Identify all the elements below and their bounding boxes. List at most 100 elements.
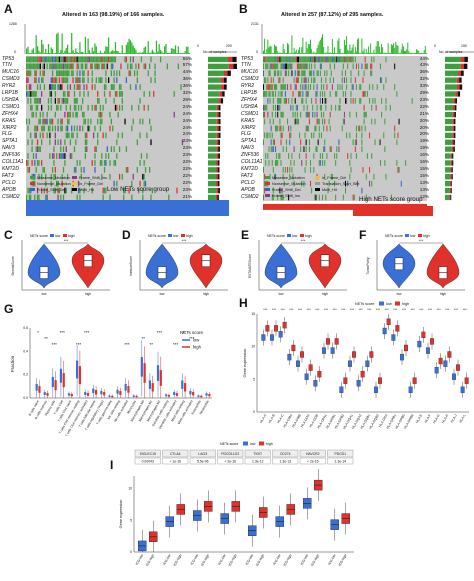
mutation-cell <box>342 118 344 125</box>
mutation-cell <box>118 91 121 97</box>
mutation-cell <box>112 125 114 132</box>
mutation-cell <box>378 139 380 146</box>
right-bar-nonsense <box>216 167 218 173</box>
mutation-cell <box>372 84 374 90</box>
right-bar-nonsense <box>461 56 465 63</box>
g-box <box>86 393 90 396</box>
percent-label: 29% <box>419 90 429 95</box>
mutation-cell <box>129 63 132 70</box>
mutation-cell <box>346 98 348 104</box>
right-bar-missense <box>208 70 225 76</box>
gene-label: CSMD3 <box>241 76 259 83</box>
mutation-cell <box>136 77 138 83</box>
mutation-cell <box>304 56 306 63</box>
top-bar <box>165 43 167 54</box>
mutation-cell <box>325 194 327 201</box>
g-box <box>43 392 46 395</box>
mutation-cell <box>275 70 277 77</box>
mutation-cell <box>64 77 66 83</box>
g-box <box>148 380 152 389</box>
mutation-cell <box>105 187 107 194</box>
i-pvalue-strip <box>272 457 299 465</box>
legend-text: In_Frame_Del <box>322 176 347 180</box>
mutation-cell <box>299 91 301 97</box>
mutation-cell <box>53 63 55 70</box>
mutation-cell <box>276 153 278 159</box>
mutation-cell <box>351 56 353 63</box>
top-bar <box>168 53 170 54</box>
mutation-cell <box>269 173 271 180</box>
mutation-cell <box>268 146 270 152</box>
mutation-cell <box>394 63 396 70</box>
g-box <box>94 390 98 395</box>
mutation-cell <box>99 160 102 166</box>
percent-label: 24% <box>182 103 192 109</box>
mutation-cell <box>36 63 39 70</box>
mutation-cell <box>26 91 28 97</box>
mutation-cell <box>51 70 54 77</box>
mutation-cell <box>30 194 32 201</box>
mutation-cell <box>332 56 334 63</box>
mutation-cell <box>269 70 271 77</box>
mutation-cell <box>268 56 270 63</box>
mutation-cell <box>27 167 29 173</box>
mutation-cell <box>311 98 313 104</box>
mutation-cell <box>62 167 65 173</box>
top-bar <box>84 36 86 54</box>
mutation-cell <box>279 104 281 111</box>
violin-legend-title: NETs score <box>385 234 403 238</box>
mutation-cell <box>99 56 102 63</box>
h-legend-title: NETs score <box>355 302 374 306</box>
top-bar <box>269 45 271 54</box>
mutation-cell <box>143 63 145 70</box>
mutation-cell <box>349 173 351 180</box>
mutation-cell <box>75 111 77 118</box>
g-box <box>51 376 54 388</box>
top-bar <box>42 44 44 54</box>
mutation-cell <box>277 70 279 77</box>
mutation-cell <box>38 118 40 125</box>
right-bar-nonsense <box>452 132 454 138</box>
top-bar <box>95 46 97 54</box>
mutation-cell <box>110 84 112 90</box>
h-y-tick: 15 <box>251 312 255 316</box>
panel-i-label: I <box>110 458 114 472</box>
mutation-cell <box>41 56 43 63</box>
mutation-cell <box>364 91 366 97</box>
g-box <box>197 395 200 397</box>
g-box <box>59 368 63 383</box>
percent-label: 19% <box>419 138 429 144</box>
gene-label: CSMD2 <box>2 193 20 200</box>
mutation-cell <box>99 111 102 118</box>
right-bar-multi <box>453 139 455 145</box>
top-bar <box>49 53 51 54</box>
right-bar-missense <box>208 118 217 125</box>
h-xlabel: HLA-A <box>259 413 268 424</box>
mutation-cell <box>319 91 321 97</box>
right-bar-multi <box>451 174 453 180</box>
mutation-cell <box>264 56 266 63</box>
top-bar <box>36 46 39 54</box>
h-box <box>261 334 266 341</box>
mutation-cell <box>42 118 44 125</box>
top-bar <box>280 53 282 54</box>
g-box <box>189 390 192 395</box>
i-legend-low-swatch <box>243 441 248 446</box>
mutation-cell <box>31 139 33 146</box>
legend-text: Nonsense_Mutation <box>37 182 71 186</box>
h-xlabel: HLA-DQB2 <box>368 413 380 429</box>
mutation-cell <box>150 139 152 146</box>
mutation-cell <box>358 70 360 77</box>
mutation-cell <box>60 153 62 159</box>
mutation-cell <box>67 125 69 132</box>
i-gene-strip <box>189 449 216 458</box>
panel-a-label: A <box>4 2 13 16</box>
mutation-cell <box>108 77 110 83</box>
mutation-cell <box>341 70 343 77</box>
h-xlabel: HLA-DPA1 <box>316 413 327 429</box>
g-box <box>165 394 168 397</box>
mutation-cell <box>39 146 41 152</box>
g-box <box>208 394 211 397</box>
mutation-cell <box>41 139 43 146</box>
mutation-cell <box>31 111 33 118</box>
